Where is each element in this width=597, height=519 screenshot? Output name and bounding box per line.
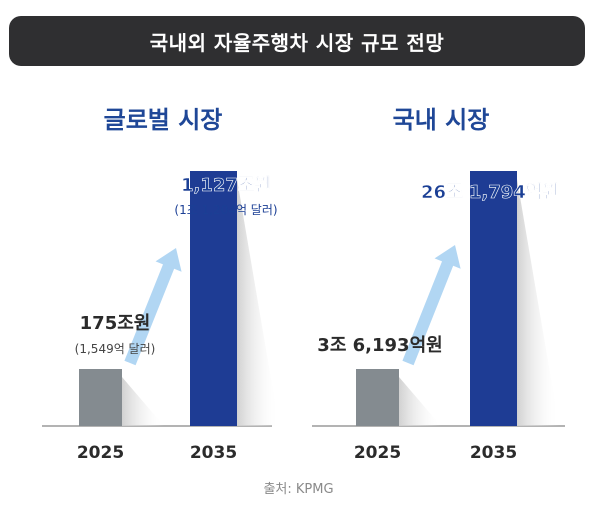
chart-panel-1: 글로벌 시장 2025 2035 175조원 (1,549억 달러) 1,127조원 (1조… xyxy=(42,106,279,463)
data-label: 175조원 xyxy=(80,313,151,334)
source-note: 출처: KPMG xyxy=(263,482,334,497)
data-label: 3조 6,193억원 xyxy=(317,335,442,356)
bar-2025 xyxy=(79,369,122,426)
growth-arrow xyxy=(402,245,461,366)
data-label: 1,127조원 xyxy=(181,175,271,196)
bar-shadow xyxy=(399,377,441,426)
chart-title: 글로벌 시장 xyxy=(104,106,223,134)
x-tick-label: 2035 xyxy=(470,443,517,463)
bar-shadow xyxy=(122,377,164,426)
bar-shadow xyxy=(237,179,279,426)
bar-2025 xyxy=(356,369,399,426)
x-tick-label: 2035 xyxy=(190,443,237,463)
data-sublabel: (1,549억 달러) xyxy=(75,342,156,356)
growth-arrow xyxy=(124,248,182,366)
bar-2035 xyxy=(190,171,237,426)
chart-panel-2: 국내 시장 2025 2035 3조 6,193억원 26조 1,794억원 xyxy=(312,106,565,463)
data-sublabel: (1조 1,204억 달러) xyxy=(174,203,277,217)
chart-title: 국내 시장 xyxy=(393,106,490,134)
bar-2035 xyxy=(470,171,517,426)
data-label: 26조 1,794억원 xyxy=(421,182,559,203)
bar-shadow xyxy=(517,179,559,426)
x-tick-label: 2025 xyxy=(354,443,401,463)
chart-header: 국내외 자율주행차 시장 규모 전망 xyxy=(9,16,585,66)
x-tick-label: 2025 xyxy=(77,443,124,463)
